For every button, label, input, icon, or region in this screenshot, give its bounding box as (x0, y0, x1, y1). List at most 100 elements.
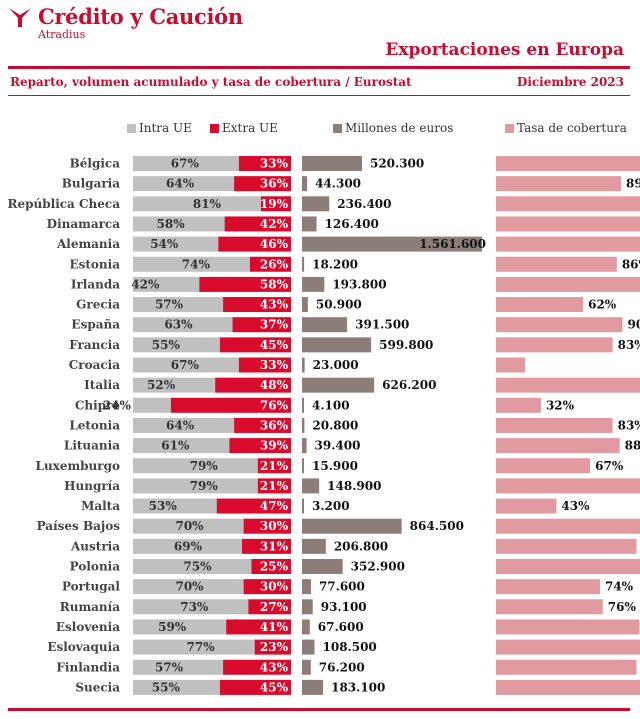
extra-bar (251, 559, 291, 574)
volume-bar (302, 156, 362, 171)
intra-bar (133, 216, 225, 232)
volume-label: 67.600 (318, 620, 364, 634)
volume-bar (302, 236, 482, 252)
intra-label: 55% (152, 680, 181, 694)
category-label: Alemania (56, 237, 120, 251)
extra-label: 33% (260, 157, 289, 171)
coverage-label: 67% (595, 459, 624, 473)
legend-volume-label: Millones de euros (345, 121, 454, 135)
intra-bar (133, 559, 252, 574)
extra-label: 30% (260, 519, 289, 533)
category-label: Rumanía (60, 600, 120, 614)
intra-label: 54% (150, 237, 179, 251)
intra-bar (133, 599, 249, 615)
extra-bar (223, 659, 291, 675)
intra-label: 70% (175, 519, 204, 533)
intra-label: 55% (152, 338, 181, 352)
intra-bar (133, 498, 217, 514)
extra-label: 27% (260, 600, 289, 614)
coverage-bar (496, 256, 617, 272)
page-title: Exportaciones en Europa (385, 40, 624, 60)
report-date: Diciembre 2023 (516, 75, 624, 89)
extra-bar (223, 297, 291, 313)
volume-label: 23.000 (313, 358, 359, 372)
intra-bar (133, 256, 250, 272)
extra-bar (248, 599, 291, 615)
volume-label: 3.200 (312, 499, 350, 513)
category-label: Austria (70, 539, 120, 553)
legend-volume-swatch (333, 124, 342, 133)
volume-label: 15.900 (312, 459, 358, 473)
category-label: Malta (81, 499, 120, 513)
extra-label: 39% (260, 439, 289, 453)
intra-bar (133, 176, 235, 192)
intra-bar (133, 337, 220, 353)
category-label: Francia (69, 338, 120, 352)
volume-bar (302, 397, 304, 413)
extra-label: 41% (260, 620, 289, 634)
coverage-label: 88% (625, 439, 640, 453)
extra-label: 31% (260, 539, 289, 553)
coverage-bar (496, 196, 640, 212)
intra-label: 70% (175, 580, 204, 594)
intra-label: 42% (131, 277, 160, 291)
top-divider (8, 66, 630, 69)
extra-label: 25% (260, 560, 289, 574)
intra-label: 79% (190, 479, 219, 493)
coverage-label: 76% (608, 600, 637, 614)
chart-subtitle: Reparto, volumen acumulado y tasa de cob… (10, 75, 412, 89)
intra-label: 75% (183, 560, 212, 574)
intra-label: 61% (161, 439, 190, 453)
extra-bar (229, 438, 291, 454)
extra-label: 47% (260, 499, 289, 513)
category-label: República Checa (8, 197, 121, 211)
intra-bar (133, 679, 220, 695)
volume-bar (302, 276, 325, 292)
intra-label: 81% (193, 197, 222, 211)
coverage-bar (496, 438, 620, 454)
coverage-bar (496, 498, 557, 514)
legend-coverage: Tasa de cobertura (505, 121, 627, 135)
coverage-bar (496, 659, 637, 675)
extra-label: 30% (260, 580, 289, 594)
coverage-bar (496, 639, 640, 655)
header-divider (8, 95, 630, 96)
coverage-bar (496, 236, 640, 252)
extra-bar (257, 478, 291, 494)
coverage-label: 62% (588, 298, 617, 312)
volume-bar (302, 579, 311, 595)
coverage-bar (496, 619, 640, 635)
coverage-bar (496, 599, 603, 615)
extra-bar (218, 236, 291, 252)
extra-label: 58% (260, 277, 289, 291)
legend-intra-swatch (127, 124, 136, 133)
volume-label: 864.500 (410, 519, 464, 533)
intra-label: 64% (166, 418, 195, 432)
volume-bar (302, 679, 324, 695)
volume-bar (302, 438, 307, 454)
category-label: Países Bajos (37, 519, 121, 533)
intra-bar (133, 438, 230, 454)
volume-bar (302, 478, 320, 494)
coverage-bar (496, 176, 622, 192)
volume-bar (302, 659, 311, 675)
extra-bar (238, 156, 291, 171)
legend-extra-swatch (210, 124, 219, 133)
extra-bar (215, 377, 291, 393)
coverage-bar (496, 478, 640, 494)
category-label: Letonia (69, 418, 120, 432)
intra-bar (133, 297, 224, 313)
coverage-bar (496, 216, 640, 232)
extra-bar (216, 498, 291, 514)
category-label: Finlandia (56, 660, 120, 674)
volume-label: 20.800 (312, 418, 358, 432)
coverage-label: 90% (627, 318, 640, 332)
volume-label: 193.800 (332, 277, 386, 291)
category-label: Estonia (69, 257, 120, 271)
coverage-bar (496, 559, 640, 574)
coverage-label: 43% (561, 499, 590, 513)
intra-bar (133, 196, 261, 212)
coverage-bar (496, 337, 613, 353)
coverage-bar (496, 297, 584, 313)
legend-intra-label: Intra UE (139, 121, 192, 135)
